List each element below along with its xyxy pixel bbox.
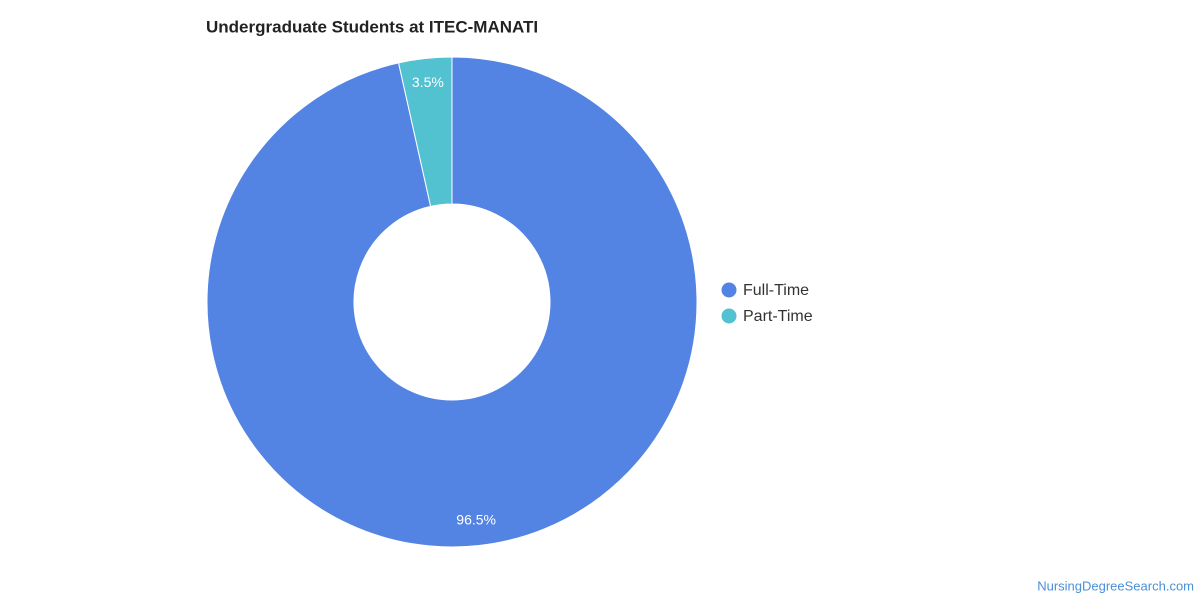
- source-credit[interactable]: NursingDegreeSearch.com: [1037, 578, 1194, 593]
- slice: [397, 56, 453, 207]
- legend-marker: [721, 282, 737, 298]
- legend-label: Full-Time: [743, 282, 809, 299]
- value-label: 3.5%: [412, 74, 444, 90]
- slice: [206, 56, 698, 548]
- value-label: 96.5%: [456, 511, 496, 527]
- chart-title: Undergraduate Students at ITEC-MANATI: [206, 17, 538, 36]
- legend-label: Part-Time: [743, 308, 813, 325]
- legend-marker: [721, 308, 737, 324]
